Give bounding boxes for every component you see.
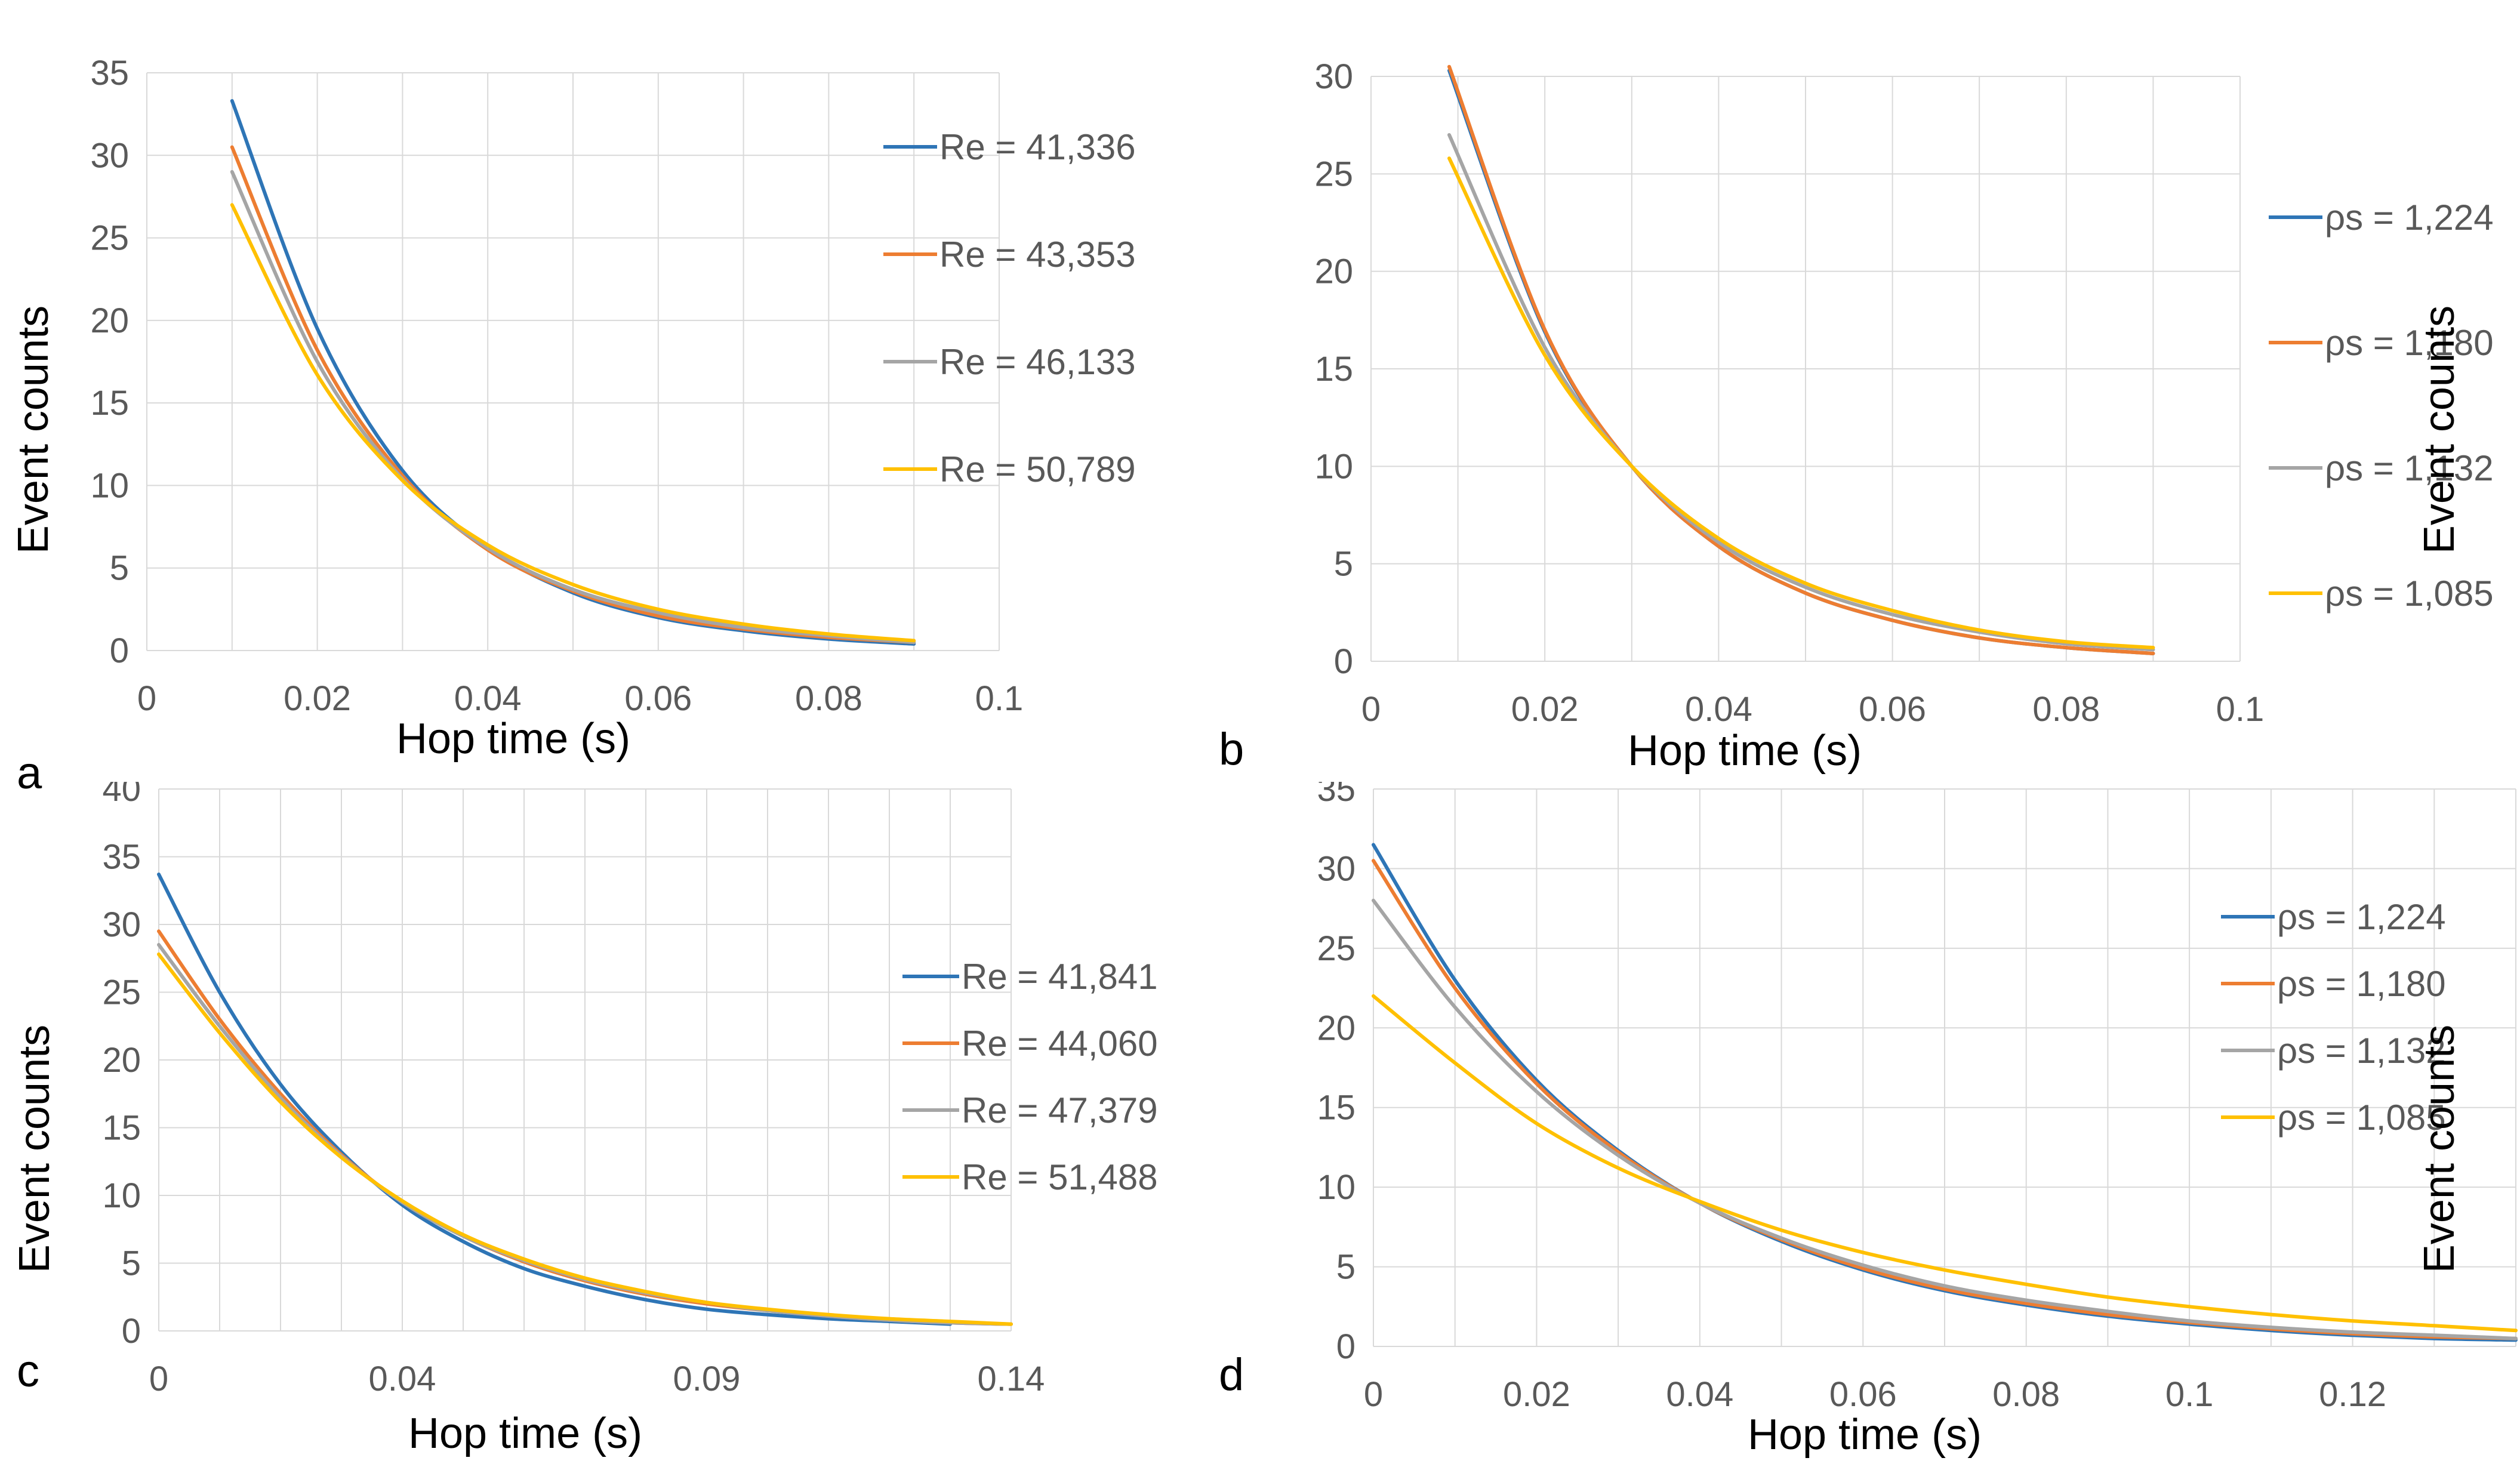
x-axis-title: Hop time (s) bbox=[1628, 727, 1862, 775]
x-tick-label: 0.06 bbox=[624, 679, 692, 718]
y-tick-label: 10 bbox=[1317, 1168, 1355, 1207]
legend-label-4: Re = 51,488 bbox=[962, 1157, 1158, 1197]
legend-label-1: ρs = 1,224 bbox=[2325, 198, 2494, 238]
y-axis-title: Event counts bbox=[2416, 306, 2463, 554]
y-tick-label: 20 bbox=[102, 1041, 141, 1080]
panel-letter-d: d bbox=[1219, 1349, 1244, 1400]
x-axis-title: Hop time (s) bbox=[1748, 1411, 1982, 1459]
x-tick-label: 0.04 bbox=[454, 679, 522, 718]
x-tick-label: 0.04 bbox=[1685, 690, 1752, 729]
legend-label-1: ρs = 1,224 bbox=[2277, 897, 2446, 937]
legend-label-3: ρs = 1,132 bbox=[2325, 448, 2494, 488]
chart-panel-c: 0 5 10 15 20 25 30 35 40 0 0.04 0.09 0.14 Re = 41,841… bbox=[11, 782, 1158, 1457]
legend-label-3: Re = 46,133 bbox=[939, 342, 1136, 382]
series-line-4 bbox=[1447, 156, 2155, 650]
series-line-2 bbox=[1447, 64, 2155, 655]
legend-label-1: Re = 41,841 bbox=[962, 957, 1158, 997]
series-line-4 bbox=[230, 203, 916, 643]
y-tick-label: 25 bbox=[102, 973, 141, 1012]
x-tick-label: 0.04 bbox=[369, 1360, 436, 1398]
x-tick-label: 0.1 bbox=[975, 679, 1024, 718]
series-line-4 bbox=[157, 952, 1013, 1326]
legend-label-3: Re = 47,379 bbox=[962, 1090, 1158, 1130]
legend-label-4: Re = 50,789 bbox=[939, 449, 1136, 489]
y-tick-label: 10 bbox=[102, 1176, 141, 1215]
x-tick-label: 0 bbox=[1361, 690, 1381, 729]
y-tick-label: 30 bbox=[1317, 849, 1355, 888]
y-tick-label: 25 bbox=[1317, 929, 1355, 968]
x-tick-label: 0.04 bbox=[1666, 1375, 1733, 1414]
y-tick-label: 10 bbox=[1314, 447, 1353, 486]
x-tick-label: 0.06 bbox=[1859, 690, 1926, 729]
series-line-1 bbox=[157, 873, 952, 1326]
y-tick-label: 15 bbox=[1314, 350, 1353, 389]
y-tick-label: 15 bbox=[90, 384, 129, 423]
series-line-4 bbox=[1372, 994, 2518, 1333]
y-tick-label: 5 bbox=[1334, 545, 1353, 584]
x-tick-label: 0.08 bbox=[795, 679, 862, 718]
x-tick-label: 0.08 bbox=[1992, 1375, 2060, 1414]
y-tick-label: 30 bbox=[102, 905, 141, 944]
panel-letter-a: a bbox=[17, 748, 42, 799]
legend-label-4: ρs = 1,085 bbox=[2325, 574, 2494, 614]
y-tick-label: 15 bbox=[102, 1109, 141, 1148]
x-tick-label: 0 bbox=[1364, 1375, 1383, 1414]
panel-letter-c: c bbox=[17, 1346, 39, 1397]
y-tick-label: 20 bbox=[90, 301, 129, 340]
legend-label-2: ρs = 1,180 bbox=[2277, 964, 2446, 1004]
panel-letter-b: b bbox=[1219, 724, 1244, 775]
y-tick-label: 15 bbox=[1317, 1089, 1355, 1127]
x-tick-label: 0.08 bbox=[2032, 690, 2100, 729]
x-tick-label: 0.09 bbox=[673, 1360, 741, 1398]
series-line-3 bbox=[230, 169, 916, 645]
y-tick-label: 35 bbox=[90, 54, 129, 93]
y-tick-label: 5 bbox=[122, 1244, 141, 1283]
x-tick-label: 0 bbox=[149, 1360, 168, 1398]
x-tick-label: 0.02 bbox=[1511, 690, 1579, 729]
chart-panel-b: 0 5 10 15 20 25 30 0 0.02 0.04 0.06 0.08 0.1 ρs = 1,2… bbox=[1314, 57, 2494, 775]
y-axis-title: Event counts bbox=[11, 1025, 58, 1273]
series-line-3 bbox=[1372, 898, 2518, 1340]
y-tick-label: 0 bbox=[110, 631, 129, 670]
y-tick-label: 40 bbox=[102, 782, 141, 809]
y-tick-label: 25 bbox=[90, 219, 129, 258]
y-tick-label: 0 bbox=[122, 1312, 141, 1351]
chart-panel-d: 0 5 10 15 20 25 30 35 0 0.02 0.04 0.06 0.08 0.1 0.12 ρs… bbox=[1317, 782, 2518, 1459]
y-tick-label: 20 bbox=[1317, 1009, 1355, 1047]
x-axis-title: Hop time (s) bbox=[396, 715, 630, 763]
series-line-3 bbox=[1447, 133, 2155, 652]
x-tick-label: 0.02 bbox=[284, 679, 351, 718]
legend-label-2: Re = 44,060 bbox=[962, 1024, 1158, 1064]
y-tick-label: 30 bbox=[1314, 57, 1353, 96]
x-tick-label: 0 bbox=[137, 679, 156, 718]
legend-label-3: ρs = 1,132 bbox=[2277, 1031, 2446, 1071]
y-tick-label: 5 bbox=[110, 549, 129, 588]
x-tick-label: 0.06 bbox=[1829, 1375, 1897, 1414]
y-tick-label: 35 bbox=[102, 838, 141, 877]
legend-label-4: ρs = 1,085 bbox=[2277, 1098, 2446, 1138]
x-tick-label: 0.1 bbox=[2165, 1375, 2214, 1414]
y-tick-label: 35 bbox=[1317, 782, 1355, 809]
y-tick-label: 20 bbox=[1314, 252, 1353, 291]
legend-label-1: Re = 41,336 bbox=[939, 127, 1136, 167]
chart-panel-a: 0 5 10 15 20 25 30 35 0 0.02 0.04 0.06 0.08 0.1 Re = 4… bbox=[10, 54, 1136, 763]
x-tick-label: 0.1 bbox=[2216, 690, 2265, 729]
y-axis-title: Event counts bbox=[2416, 1025, 2463, 1273]
y-tick-label: 0 bbox=[1334, 642, 1353, 681]
legend-label-2: Re = 43,353 bbox=[939, 235, 1136, 275]
x-tick-label: 0.14 bbox=[978, 1360, 1045, 1398]
x-tick-label: 0.12 bbox=[2319, 1375, 2386, 1414]
x-axis-title: Hop time (s) bbox=[408, 1410, 642, 1457]
y-tick-label: 30 bbox=[90, 136, 129, 175]
x-tick-label: 0.02 bbox=[1503, 1375, 1570, 1414]
y-tick-label: 5 bbox=[1336, 1248, 1355, 1287]
y-tick-label: 0 bbox=[1336, 1327, 1355, 1366]
legend-label-2: ρs = 1,180 bbox=[2325, 323, 2494, 363]
y-axis-title: Event counts bbox=[10, 306, 57, 554]
y-tick-label: 25 bbox=[1314, 155, 1353, 193]
y-tick-label: 10 bbox=[90, 466, 129, 505]
